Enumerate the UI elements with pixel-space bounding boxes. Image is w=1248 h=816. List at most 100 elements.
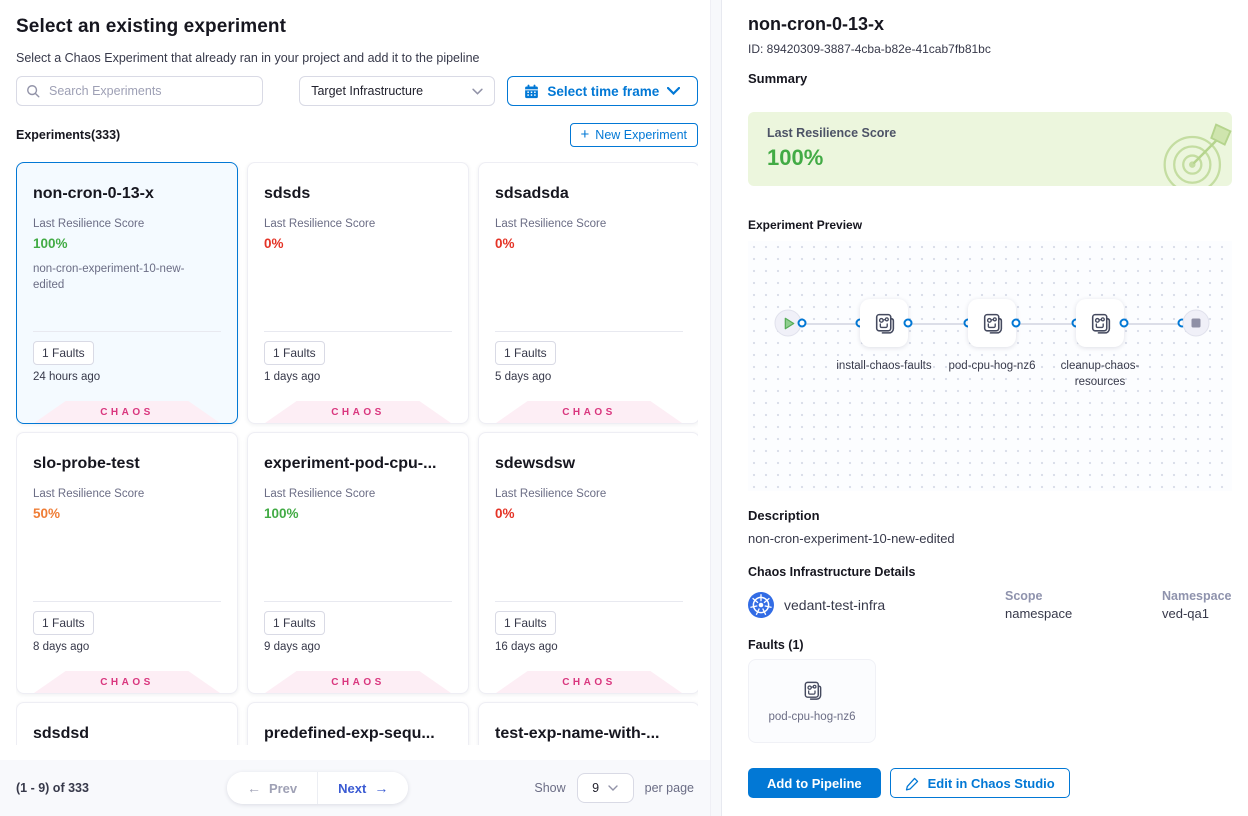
- score-label: Last Resilience Score: [495, 218, 607, 230]
- kubernetes-icon: [748, 592, 774, 618]
- experiment-select-panel: Select an existing experiment Select a C…: [0, 16, 710, 816]
- resilience-score-banner: Last Resilience Score 100%: [748, 112, 1232, 186]
- search-input[interactable]: [47, 83, 254, 99]
- namespace-label: Namespace: [1162, 589, 1232, 603]
- faults-heading: Faults (1): [748, 638, 804, 652]
- experiment-card[interactable]: test-exp-name-with-...: [478, 702, 698, 745]
- banner-score-label: Last Resilience Score: [767, 126, 897, 140]
- chaos-fault-icon: [983, 313, 1002, 334]
- experiment-detail-panel: non-cron-0-13-x ID: 89420309-3887-4cba-b…: [722, 0, 1248, 816]
- search-box[interactable]: [16, 76, 264, 106]
- last-run-time: 5 days ago: [495, 371, 552, 383]
- score-value: 0%: [264, 236, 284, 251]
- chaos-tag: CHAOS: [496, 671, 682, 693]
- target-infrastructure-select[interactable]: Target Infrastructure: [299, 76, 495, 106]
- namespace-value: ved-qa1: [1162, 606, 1209, 621]
- pipeline-end-node[interactable]: [1182, 309, 1210, 337]
- score-label: Last Resilience Score: [264, 218, 376, 230]
- scope-value: namespace: [1005, 606, 1073, 621]
- target-icon: [1158, 117, 1232, 186]
- pipeline-start-node[interactable]: [774, 309, 802, 337]
- experiment-name: predefined-exp-sequ...: [264, 725, 435, 742]
- experiment-card[interactable]: predefined-exp-sequ...: [247, 702, 469, 745]
- connector-dot: [1119, 318, 1129, 328]
- page-title: Select an existing experiment: [16, 16, 287, 37]
- experiment-card[interactable]: non-cron-0-13-x Last Resilience Score 10…: [16, 162, 238, 424]
- detail-title: non-cron-0-13-x: [748, 14, 885, 34]
- connector-dot: [903, 318, 913, 328]
- score-value: 50%: [33, 506, 61, 521]
- show-label: Show: [534, 781, 566, 795]
- infrastructure-details: vedant-test-infra Scope namespace Namesp…: [748, 589, 1232, 621]
- per-page-label: per page: [644, 781, 694, 795]
- last-run-time: 9 days ago: [264, 641, 321, 653]
- experiment-name: sdewsdsw: [495, 455, 576, 472]
- pagination-bar: (1 - 9) of 333 ← Prev Next → Show 9 per …: [0, 760, 710, 816]
- experiment-preview-heading: Experiment Preview: [748, 218, 863, 232]
- experiment-card-grid: non-cron-0-13-x Last Resilience Score 10…: [16, 162, 698, 745]
- experiment-card[interactable]: slo-probe-test Last Resilience Score 50%…: [16, 432, 238, 694]
- experiment-name: experiment-pod-cpu-...: [264, 455, 437, 472]
- experiment-name: test-exp-name-with-...: [495, 725, 660, 742]
- pipeline-canvas[interactable]: install-chaos-faults pod-cpu-hog-nz6 cle…: [748, 241, 1232, 491]
- stop-icon: [1191, 318, 1201, 328]
- chaos-fault-icon: [875, 313, 894, 334]
- score-label: Last Resilience Score: [495, 488, 607, 500]
- new-experiment-button[interactable]: + New Experiment: [569, 123, 698, 147]
- last-run-time: 8 days ago: [33, 641, 90, 653]
- scope-label: Scope: [1005, 589, 1043, 603]
- last-run-time: 24 hours ago: [33, 371, 101, 383]
- connector-dot: [797, 318, 807, 328]
- chaos-tag: CHAOS: [265, 401, 451, 423]
- experiment-card[interactable]: sdsds Last Resilience Score 0% 1 Faults …: [247, 162, 469, 424]
- experiments-count: Experiments(333): [16, 128, 121, 142]
- chaos-tag: CHAOS: [496, 401, 682, 423]
- score-value: 100%: [33, 236, 68, 251]
- chaos-tag: CHAOS: [34, 401, 220, 423]
- faults-chip: 1 Faults: [495, 341, 556, 365]
- faults-chip: 1 Faults: [264, 341, 325, 365]
- pipeline-step-cleanup-chaos-resources[interactable]: [1076, 299, 1124, 347]
- score-value: 0%: [495, 506, 515, 521]
- prev-label: Prev: [268, 780, 298, 796]
- add-to-pipeline-button[interactable]: Add to Pipeline: [748, 768, 881, 798]
- pipeline-step-label: install-chaos-faults: [836, 360, 932, 372]
- divider: [264, 601, 452, 602]
- next-page-button[interactable]: Next →: [318, 772, 409, 804]
- experiment-name: sdsds: [264, 185, 311, 202]
- score-label: Last Resilience Score: [33, 218, 145, 230]
- pager: ← Prev Next →: [226, 772, 409, 804]
- divider: [495, 601, 683, 602]
- experiment-id: ID: 89420309-3887-4cba-b82e-41cab7fb81bc: [748, 42, 991, 56]
- experiment-description: non-cron-experiment-10-new-edited: [33, 263, 185, 291]
- prev-page-button[interactable]: ← Prev: [226, 772, 319, 804]
- experiment-card[interactable]: sdewsdsw Last Resilience Score 0% 1 Faul…: [478, 432, 698, 694]
- next-label: Next: [338, 780, 367, 796]
- connector-dot: [1011, 318, 1021, 328]
- faults-chip: 1 Faults: [33, 611, 94, 635]
- experiment-name: sdsadsda: [495, 185, 569, 202]
- select-time-frame-button[interactable]: Select time frame: [506, 76, 699, 106]
- edit-in-chaos-studio-button[interactable]: Edit in Chaos Studio: [889, 768, 1070, 798]
- arrow-right-icon: →: [374, 780, 389, 796]
- last-run-time: 16 days ago: [495, 641, 558, 653]
- fault-name: pod-cpu-hog-nz6: [768, 711, 856, 723]
- fault-card[interactable]: pod-cpu-hog-nz6: [748, 659, 876, 743]
- page-size-select[interactable]: 9: [576, 773, 634, 803]
- divider: [264, 331, 452, 332]
- faults-chip: 1 Faults: [495, 611, 556, 635]
- chaos-fault-icon: [804, 681, 821, 700]
- arrow-left-icon: ←: [246, 780, 261, 796]
- experiment-card[interactable]: sdsdsd: [16, 702, 238, 745]
- pipeline-step-install-chaos-faults[interactable]: [860, 299, 908, 347]
- panel-divider: [710, 0, 722, 816]
- experiment-card[interactable]: sdsadsda Last Resilience Score 0% 1 Faul…: [478, 162, 698, 424]
- description-text: non-cron-experiment-10-new-edited: [748, 531, 955, 546]
- target-infrastructure-value: Target Infrastructure: [311, 84, 424, 98]
- experiment-card[interactable]: experiment-pod-cpu-... Last Resilience S…: [247, 432, 469, 694]
- last-run-time: 1 days ago: [264, 371, 321, 383]
- experiment-name: sdsdsd: [33, 725, 90, 742]
- calendar-icon: [525, 84, 539, 98]
- pipeline-step-pod-cpu-hog[interactable]: [968, 299, 1016, 347]
- summary-heading: Summary: [748, 71, 808, 86]
